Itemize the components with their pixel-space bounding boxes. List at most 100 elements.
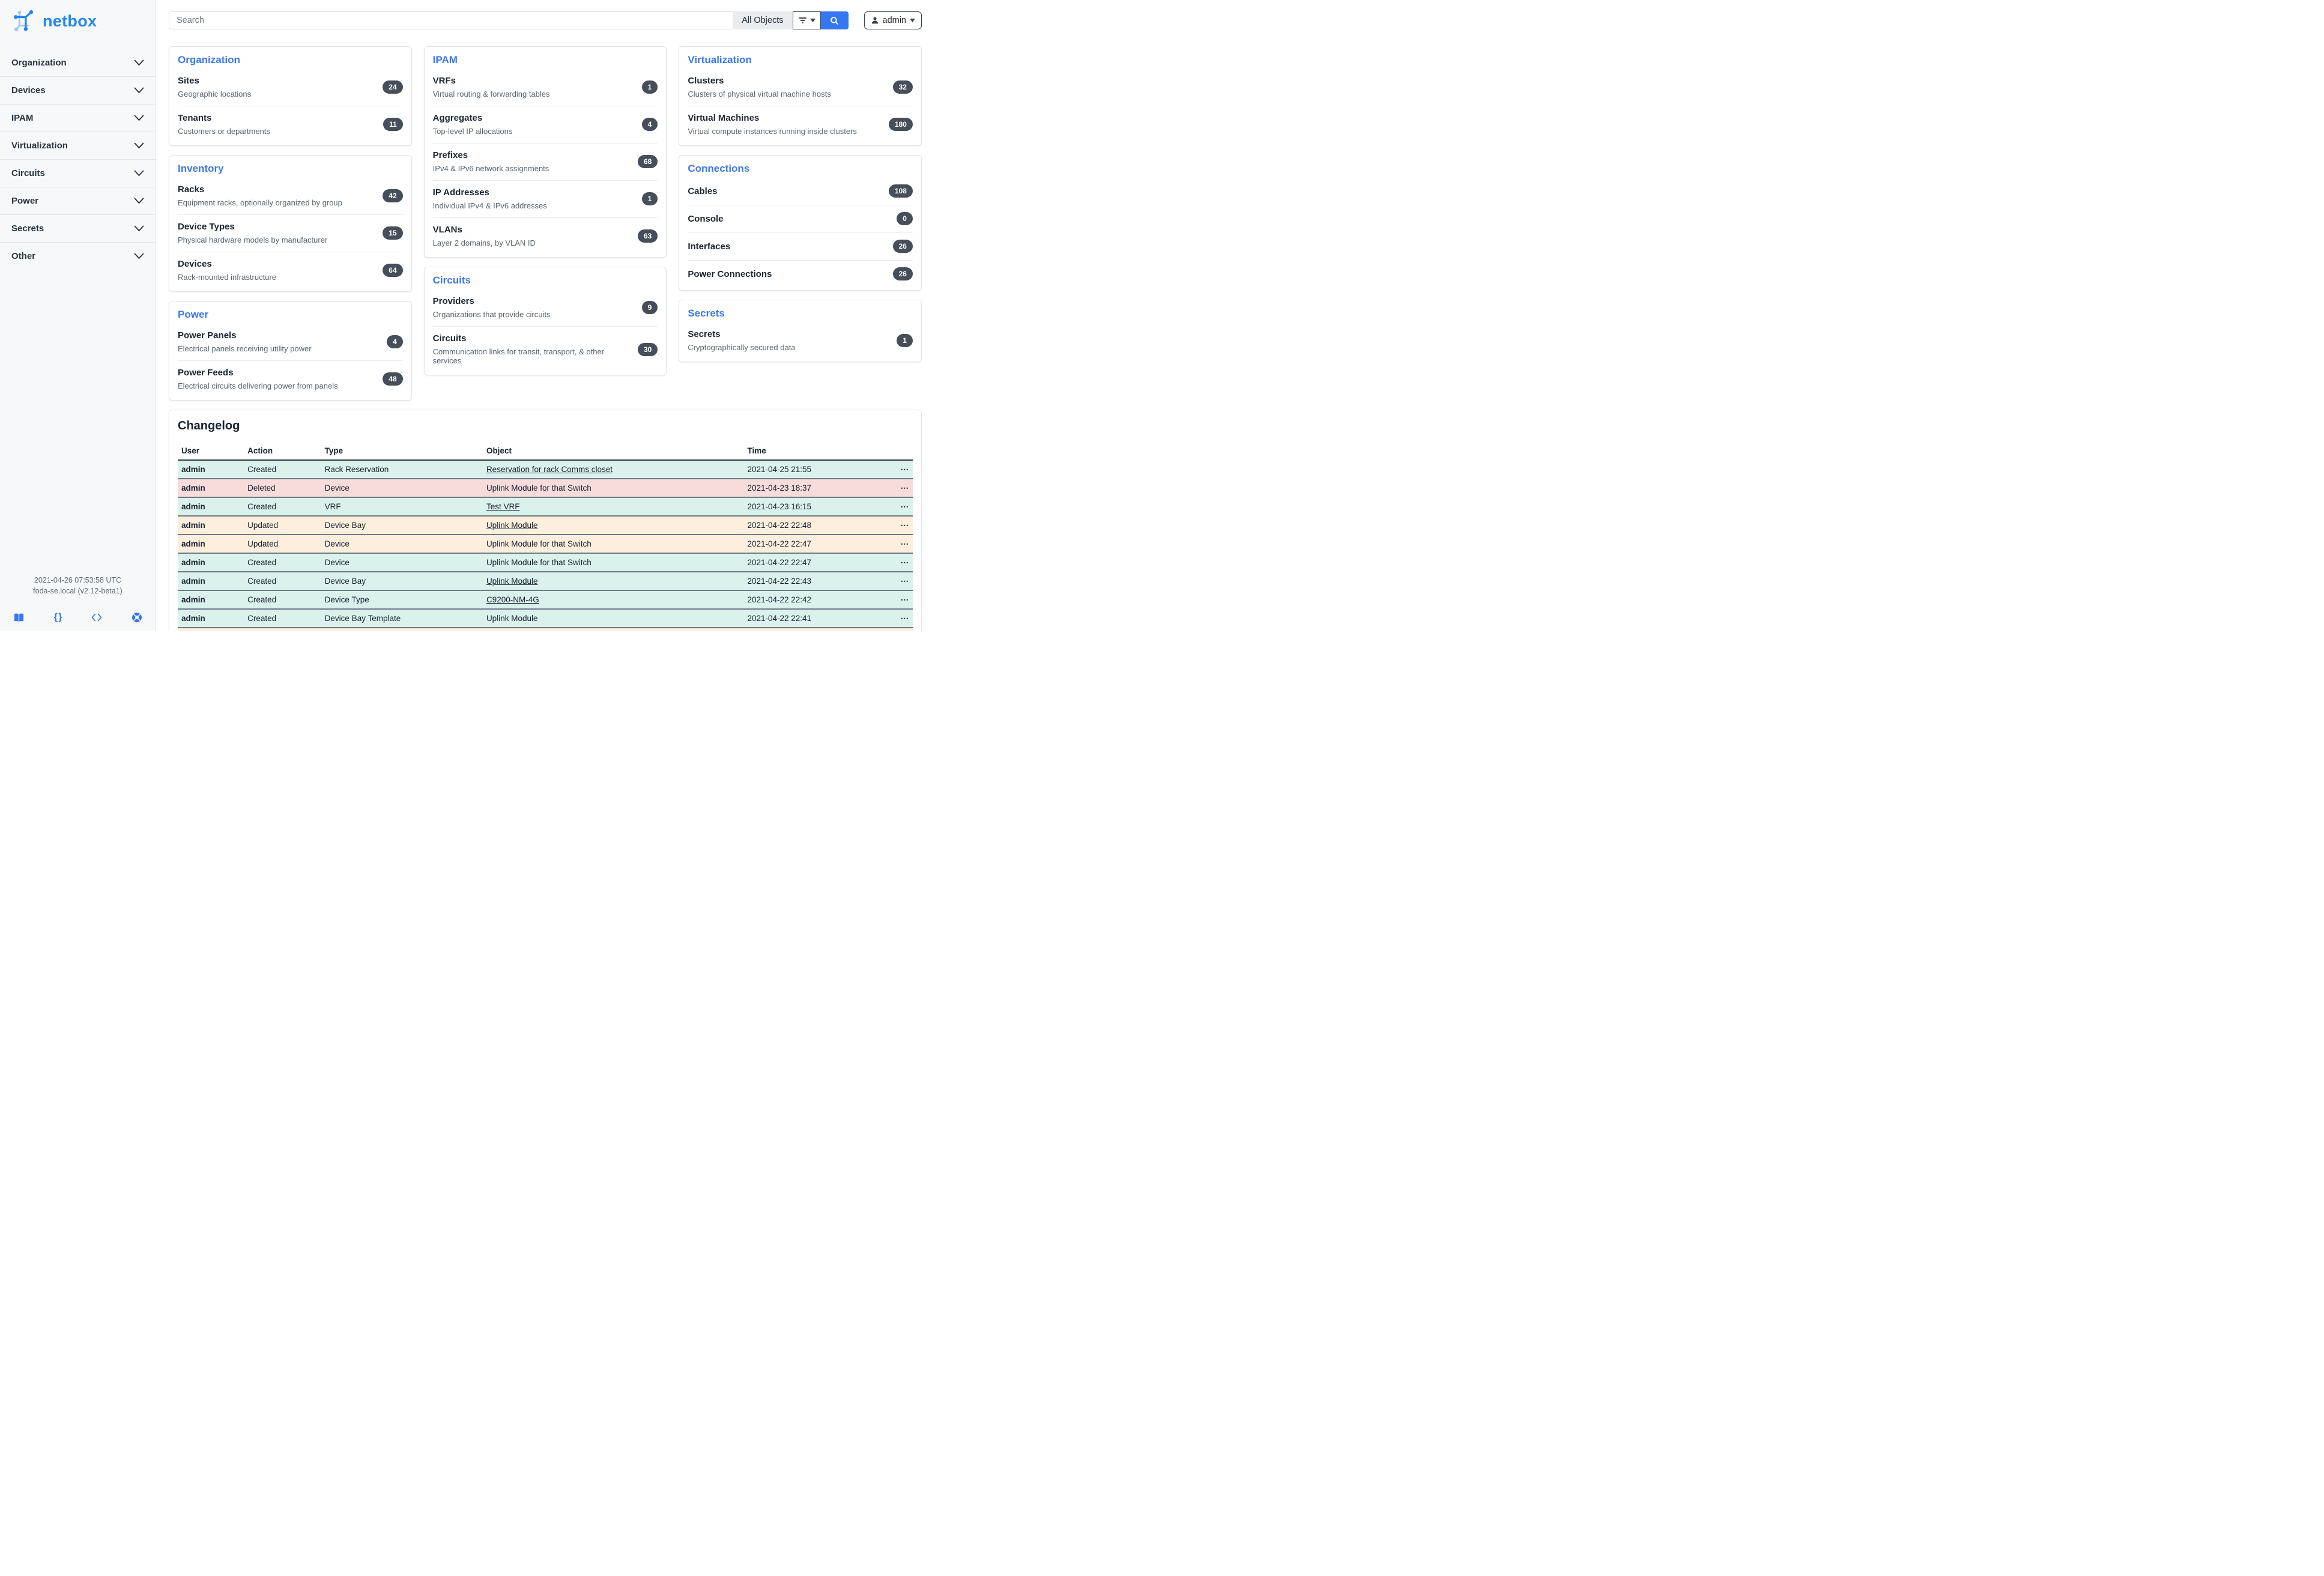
cell-user: admin [181, 595, 205, 604]
card-item-name: Console [688, 213, 724, 224]
app-title: netbox [43, 11, 97, 30]
card-item-device-types[interactable]: Device Types Physical hardware models by… [178, 214, 403, 252]
card-item-power-connections[interactable]: Power Connections 26 [688, 260, 913, 288]
card-item-power-panels[interactable]: Power Panels Electrical panels receiving… [178, 324, 403, 360]
sidebar-item-circuits[interactable]: Circuits [0, 159, 156, 187]
card-item-secrets[interactable]: Secrets Cryptographically secured data 1 [688, 323, 913, 359]
cell-time: 2021-04-22 22:42 [747, 595, 812, 604]
card-item-description: Clusters of physical virtual machine hos… [688, 89, 831, 98]
search-input[interactable] [169, 11, 733, 29]
cell-user: admin [181, 502, 205, 511]
cell-action: Updated [247, 539, 279, 548]
cell-time: 2021-04-22 22:47 [747, 558, 812, 567]
card-item-name: Sites [178, 76, 199, 86]
card-item-description: Communication links for transit, transpo… [432, 347, 605, 365]
card-item-providers[interactable]: Providers Organizations that provide cir… [433, 289, 658, 326]
search-button[interactable] [820, 11, 849, 29]
card-item-name: Circuits [432, 333, 467, 344]
card-item-description: Physical hardware models by manufacturer [178, 235, 328, 244]
chevron-down-icon [134, 142, 144, 149]
cell-object: Uplink Module for that Switch [486, 558, 592, 567]
card-item-console[interactable]: Console 0 [688, 205, 913, 232]
changelog-panel: Changelog User Action Type Object Time admin… [169, 410, 922, 631]
sidebar-item-power[interactable]: Power [0, 187, 156, 214]
sidebar-item-label: IPAM [11, 113, 34, 123]
card-item-tenants[interactable]: Tenants Customers or departments 11 [178, 106, 403, 143]
filter-icon [798, 17, 807, 24]
docs-book-icon[interactable] [13, 613, 25, 623]
object-link[interactable]: Uplink Module [486, 521, 538, 530]
help-lifebuoy-icon[interactable] [132, 612, 142, 623]
object-link[interactable]: Test VRF [486, 502, 520, 511]
card-items: Cables 108 Console 0 Interfaces 26 Power… [688, 178, 913, 288]
user-menu-button[interactable]: admin [864, 11, 922, 29]
cell-time: 2021-04-22 22:41 [747, 614, 812, 623]
row-overflow-indicator: ⋯ [900, 595, 909, 604]
changelog-row: admin Updated Device Uplink Module for t… [178, 535, 913, 553]
card-item-cables[interactable]: Cables 108 [688, 178, 913, 205]
card-item-prefixes[interactable]: Prefixes IPv4 & IPv6 network assignments… [432, 143, 658, 180]
card-title: Organization [178, 54, 240, 65]
cell-user: admin [178, 628, 244, 631]
card-item-circuits[interactable]: Circuits Communication links for transit… [432, 326, 658, 372]
chevron-down-icon [134, 198, 144, 204]
card-item-power-feeds[interactable]: Power Feeds Electrical circuits deliveri… [178, 360, 403, 398]
count-badge: 1 [641, 80, 658, 94]
card-item-description: IPv4 & IPv6 network assignments [432, 164, 549, 173]
card-power: Power Power Panels Electrical panels rec… [169, 301, 412, 401]
column-header-type: Type [321, 442, 483, 461]
card-item-vlans[interactable]: VLANs Layer 2 domains, by VLAN ID 63 [432, 217, 658, 255]
count-badge: 48 [383, 372, 403, 386]
search-filter-button[interactable] [792, 11, 821, 29]
changelog-row: admin Created Device Bay Template Uplink… [178, 609, 913, 628]
search-scope-label: All Objects [733, 11, 793, 29]
card-item-sites[interactable]: Sites Geographic locations 24 [178, 69, 403, 106]
card-virtualization: Virtualization Clusters Clusters of phys… [679, 46, 922, 146]
object-link[interactable]: Uplink Module [486, 577, 538, 586]
sidebar-item-virtualization[interactable]: Virtualization [0, 132, 156, 159]
card-item-clusters[interactable]: Clusters Clusters of physical virtual ma… [688, 69, 913, 106]
netbox-logo[interactable]: netbox [0, 0, 156, 41]
sidebar-item-organization[interactable]: Organization [0, 49, 156, 76]
card-item-aggregates[interactable]: Aggregates Top-level IP allocations 4 [432, 106, 658, 143]
row-overflow-indicator: ⋯ [900, 539, 909, 548]
netbox-dashboard: netbox Organization Devices IPAM Virtual… [0, 0, 930, 631]
chevron-down-icon [134, 59, 144, 66]
card-inventory: Inventory Racks Equipment racks, optiona… [169, 155, 412, 292]
count-badge: 30 [637, 342, 658, 356]
dashboard-column: IPAM VRFs Virtual routing & forwarding t… [423, 46, 667, 375]
card-item-devices[interactable]: Devices Rack-mounted infrastructure 64 [178, 252, 403, 289]
card-item-description: Layer 2 domains, by VLAN ID [432, 238, 536, 247]
source-code-icon[interactable] [91, 613, 102, 622]
changelog-row: admin Created Device Type C9200-NM-4G 20… [178, 590, 913, 609]
card-items: Clusters Clusters of physical virtual ma… [688, 69, 913, 143]
object-link[interactable]: Reservation for rack Comms closet [486, 465, 613, 474]
user-label: admin [882, 16, 907, 25]
card-item-ip-addresses[interactable]: IP Addresses Individual IPv4 & IPv6 addr… [432, 180, 658, 217]
cell-object: Uplink Module for that Switch [486, 539, 592, 548]
card-item-interfaces[interactable]: Interfaces 26 [688, 232, 913, 260]
card-item-name: Devices [178, 259, 212, 269]
card-item-text: Sites Geographic locations [178, 76, 251, 98]
object-link[interactable]: C9200-NM-4G [486, 595, 539, 604]
api-braces-icon[interactable]: { } [53, 612, 62, 622]
card-items: Power Panels Electrical panels receiving… [178, 324, 403, 398]
count-badge: 0 [897, 212, 913, 225]
cell-type: Device Type [324, 595, 369, 604]
sidebar-item-secrets[interactable]: Secrets [0, 214, 156, 242]
card-item-name: Interfaces [688, 241, 731, 252]
sidebar-item-devices[interactable]: Devices [0, 76, 156, 104]
cell-action: Created [247, 614, 277, 623]
card-item-description: Cryptographically secured data [688, 343, 796, 352]
card-items: Racks Equipment racks, optionally organi… [178, 178, 403, 289]
row-overflow-indicator: ⋯ [900, 576, 909, 586]
card-item-virtual-machines[interactable]: Virtual Machines Virtual compute instanc… [688, 106, 913, 143]
cell-action: Created [247, 465, 277, 474]
cell-time: 2021-04-22 22:47 [747, 539, 812, 548]
sidebar-item-other[interactable]: Other [0, 242, 156, 270]
card-item-vrfs[interactable]: VRFs Virtual routing & forwarding tables… [433, 69, 658, 106]
sidebar-item-ipam[interactable]: IPAM [0, 104, 156, 132]
count-badge: 32 [892, 80, 913, 94]
dashboard-grid: Organization Sites Geographic locations … [169, 46, 922, 401]
card-item-racks[interactable]: Racks Equipment racks, optionally organi… [178, 178, 403, 214]
